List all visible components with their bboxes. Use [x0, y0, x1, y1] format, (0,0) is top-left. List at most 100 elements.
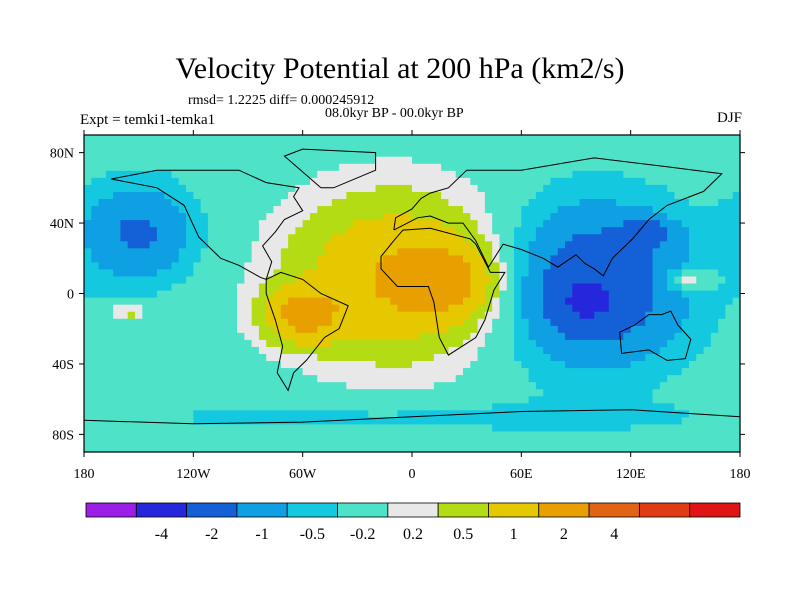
field-cell	[703, 423, 712, 432]
field-cell	[404, 437, 413, 446]
field-cell	[324, 395, 333, 404]
field-cell	[484, 191, 493, 199]
field-cell	[594, 247, 603, 256]
field-cell	[616, 409, 624, 418]
field-cell	[579, 282, 588, 291]
field-cell	[667, 346, 675, 354]
field-cell	[484, 402, 493, 411]
field-cell	[703, 247, 712, 256]
field-cell	[477, 170, 486, 178]
field-cell	[273, 282, 282, 291]
field-cell	[528, 191, 537, 199]
field-cell	[696, 395, 705, 404]
field-cell	[178, 275, 187, 284]
field-cell	[84, 226, 92, 235]
field-cell	[652, 156, 661, 164]
field-cell	[586, 219, 595, 228]
field-cell	[273, 444, 282, 453]
field-cell	[113, 275, 122, 284]
field-cell	[484, 219, 493, 228]
field-cell	[368, 170, 377, 178]
field-cell	[514, 409, 522, 418]
field-cell	[215, 304, 224, 312]
field-cell	[688, 198, 697, 207]
field-cell	[492, 205, 501, 214]
field-cell	[688, 205, 697, 214]
field-cell	[251, 430, 260, 439]
field-cell	[579, 409, 588, 418]
field-cell	[390, 437, 399, 446]
field-cell	[455, 395, 464, 404]
field-cell	[98, 212, 107, 221]
field-cell	[637, 233, 646, 242]
field-cell	[295, 233, 304, 242]
field-cell	[557, 311, 566, 319]
field-cell	[637, 360, 646, 369]
field-cell	[441, 247, 450, 256]
field-cell	[630, 444, 639, 453]
field-cell	[229, 177, 238, 185]
field-cell	[594, 254, 603, 263]
field-cell	[113, 297, 122, 305]
field-cell	[98, 233, 107, 242]
field-cell	[586, 184, 595, 192]
field-cell	[84, 261, 92, 270]
field-cell	[419, 268, 428, 277]
field-cell	[113, 360, 122, 369]
field-cell	[528, 304, 537, 312]
field-cell	[674, 198, 683, 207]
field-cell	[506, 226, 515, 235]
field-cell	[288, 135, 296, 143]
field-cell	[696, 268, 705, 277]
field-cell	[433, 254, 442, 263]
field-cell	[178, 177, 187, 185]
field-cell	[135, 353, 143, 362]
field-cell	[550, 444, 559, 453]
field-cell	[681, 247, 690, 256]
field-cell	[375, 339, 384, 347]
field-cell	[681, 367, 690, 376]
field-cell	[222, 226, 231, 235]
field-cell	[441, 402, 450, 411]
field-cell	[207, 240, 216, 249]
field-cell	[645, 367, 654, 376]
field-cell	[302, 261, 311, 270]
field-cell	[207, 156, 216, 164]
field-cell	[142, 395, 151, 404]
field-cell	[288, 339, 296, 347]
field-cell	[339, 142, 347, 150]
field-cell	[725, 268, 734, 277]
field-cell	[630, 360, 639, 369]
x-tick-label: 0	[409, 467, 416, 482]
field-cell	[550, 240, 559, 249]
field-cell	[550, 353, 559, 362]
field-cell	[368, 423, 377, 432]
field-cell	[528, 416, 537, 425]
field-cell	[280, 395, 289, 404]
field-cell	[258, 254, 267, 263]
field-cell	[91, 423, 100, 432]
field-cell	[732, 437, 741, 446]
field-cell	[703, 149, 712, 157]
field-cell	[193, 325, 202, 333]
field-cell	[514, 332, 522, 340]
field-cell	[572, 423, 581, 432]
field-cell	[91, 353, 100, 362]
field-cell	[273, 184, 282, 192]
field-cell	[455, 184, 464, 192]
field-cell	[484, 416, 493, 425]
field-cell	[455, 360, 464, 369]
field-cell	[535, 409, 544, 418]
field-cell	[484, 437, 493, 446]
field-cell	[521, 261, 530, 270]
field-cell	[557, 163, 566, 171]
field-cell	[193, 332, 202, 340]
field-cell	[703, 170, 712, 178]
field-cell	[521, 135, 530, 143]
field-cell	[681, 423, 690, 432]
field-cell	[521, 198, 530, 207]
field-cell	[535, 205, 544, 214]
field-cell	[237, 437, 245, 446]
field-cell	[186, 163, 194, 171]
field-cell	[251, 212, 260, 221]
